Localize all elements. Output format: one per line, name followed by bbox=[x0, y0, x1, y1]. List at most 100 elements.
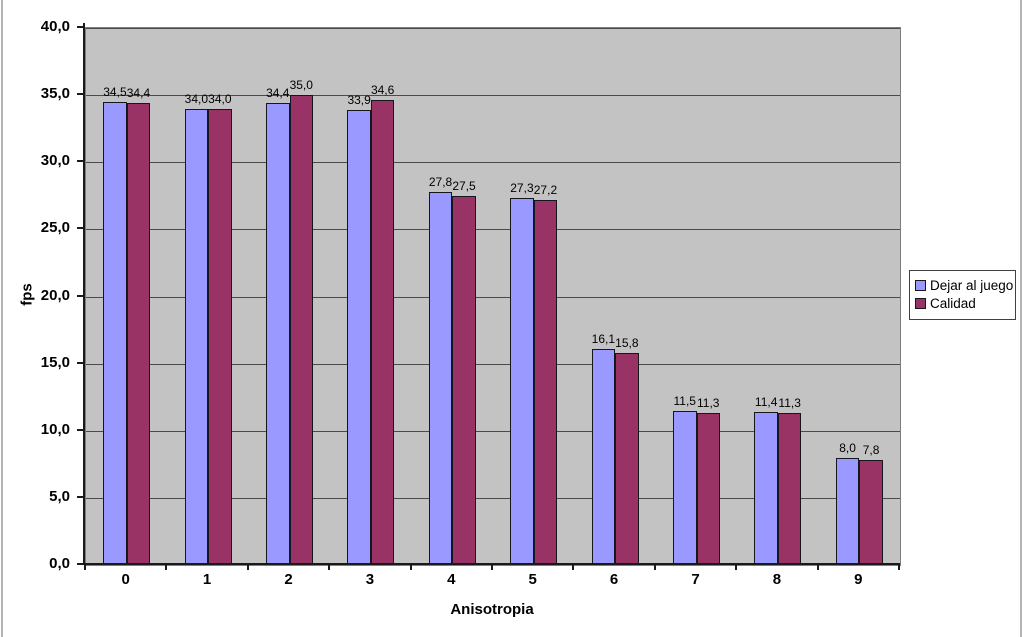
y-axis-label-40: 40,0 bbox=[40, 18, 70, 35]
x-axis-title: Anisotropia bbox=[450, 601, 534, 618]
bar-dejar-al-juego-2 bbox=[266, 103, 290, 565]
bar-dejar-al-juego-5 bbox=[510, 198, 534, 565]
bar-calidad-7 bbox=[696, 413, 720, 565]
bar-label-dejar-al-juego-4: 27,8 bbox=[428, 174, 453, 189]
y-axis-label-35: 35,0 bbox=[40, 85, 70, 103]
gridline-30 bbox=[86, 162, 900, 164]
bar-calidad-4 bbox=[452, 195, 476, 565]
bar-label-calidad-8: 11,3 bbox=[778, 396, 801, 411]
x-axis-label-9: 9 bbox=[854, 571, 863, 588]
bar-label-calidad-7: 11,3 bbox=[697, 396, 720, 411]
bar-label-dejar-al-juego-6: 16,1 bbox=[591, 331, 616, 346]
y-axis-line bbox=[83, 23, 85, 565]
gridline-5 bbox=[86, 497, 900, 499]
y-axis-label-20: 20,0 bbox=[40, 286, 70, 304]
bar-dejar-al-juego-9 bbox=[835, 457, 860, 565]
y-axis-tick-35 bbox=[77, 93, 83, 96]
x-axis-label-7: 7 bbox=[691, 571, 700, 588]
bar-calidad-1 bbox=[208, 108, 232, 565]
bar-calidad-0 bbox=[126, 103, 151, 565]
bar-label-calidad-5: 27,2 bbox=[533, 182, 558, 197]
gridline-20 bbox=[86, 296, 900, 298]
gridline-35 bbox=[86, 95, 900, 97]
bar-label-dejar-al-juego-8: 11,4 bbox=[754, 394, 778, 409]
y-axis-label-30: 30,0 bbox=[40, 152, 70, 170]
x-axis-tick-6 bbox=[572, 565, 575, 570]
bar-calidad-6 bbox=[615, 352, 639, 565]
legend-item-dejar-al-juego: Dejar al juego bbox=[915, 278, 1014, 293]
bar-dejar-al-juego-3 bbox=[347, 109, 371, 565]
x-axis-tick-2 bbox=[246, 565, 249, 570]
legend-label-calidad: Calidad bbox=[930, 296, 976, 311]
bar-dejar-al-juego-6 bbox=[591, 348, 616, 565]
legend-item-calidad: Calidad bbox=[915, 296, 1012, 311]
y-axis-label-25: 25,0 bbox=[40, 219, 70, 237]
bar-dejar-al-juego-1 bbox=[184, 108, 209, 565]
y-axis-tick-15 bbox=[77, 361, 83, 364]
x-axis-line bbox=[83, 563, 900, 565]
gridline-15 bbox=[86, 363, 900, 365]
bar-label-dejar-al-juego-7: 11,5 bbox=[673, 393, 696, 408]
legend-swatch-dejar-al-juego-icon bbox=[915, 280, 926, 291]
legend-label-dejar-al-juego: Dejar al juego bbox=[930, 278, 1014, 293]
bar-label-calidad-2: 35,0 bbox=[289, 78, 313, 93]
y-axis-label-10: 10,0 bbox=[40, 420, 70, 438]
x-axis-tick-3 bbox=[328, 565, 331, 570]
x-axis-tick-5 bbox=[491, 565, 493, 570]
chart-left-border bbox=[1, 0, 3, 637]
y-axis-tick-25 bbox=[77, 227, 83, 230]
bar-calidad-5 bbox=[533, 199, 558, 565]
bar-dejar-al-juego-7 bbox=[673, 410, 697, 565]
bar-label-calidad-9: 7,8 bbox=[862, 443, 880, 458]
bar-calidad-8 bbox=[777, 413, 802, 565]
x-axis-tick-0 bbox=[84, 565, 86, 570]
bar-label-calidad-6: 15,8 bbox=[615, 335, 639, 350]
bar-dejar-al-juego-4 bbox=[428, 191, 453, 565]
gridline-40 bbox=[86, 28, 900, 29]
bar-dejar-al-juego-0 bbox=[103, 101, 127, 565]
bar-label-dejar-al-juego-2: 34,4 bbox=[266, 86, 290, 101]
x-axis-label-6: 6 bbox=[609, 571, 619, 588]
gridline-10 bbox=[86, 430, 900, 432]
x-axis-label-0: 0 bbox=[121, 571, 130, 588]
plot-area: 34,5 34,0 34,4 33,9 27,8 27,3 16,1 11,5 11,4 8,0 3… bbox=[85, 27, 901, 566]
bar-label-calidad-0: 34,4 bbox=[126, 86, 151, 101]
y-axis-tick-20 bbox=[77, 294, 83, 297]
y-axis-tick-10 bbox=[77, 428, 83, 431]
x-axis-label-8: 8 bbox=[772, 571, 782, 588]
bar-label-dejar-al-juego-5: 27,3 bbox=[510, 181, 534, 196]
x-axis-tick-7 bbox=[653, 565, 656, 570]
x-axis-tick-9 bbox=[816, 565, 819, 570]
bar-calidad-3 bbox=[370, 100, 395, 565]
bar-label-dejar-al-juego-3: 33,9 bbox=[347, 92, 371, 107]
y-axis-tick-40 bbox=[77, 26, 83, 28]
gridline-25 bbox=[86, 229, 900, 231]
bar-label-dejar-al-juego-9: 8,0 bbox=[839, 440, 856, 455]
bar-calidad-2 bbox=[289, 95, 313, 565]
bar-label-dejar-al-juego-0: 34,5 bbox=[103, 84, 127, 99]
x-axis-label-3: 3 bbox=[365, 571, 375, 588]
x-axis-label-1: 1 bbox=[202, 571, 212, 588]
x-axis-tick-8 bbox=[735, 565, 738, 570]
bar-label-calidad-1: 34,0 bbox=[208, 91, 232, 106]
y-axis-label-15: 15,0 bbox=[40, 353, 70, 371]
y-axis-label-5: 5,0 bbox=[49, 487, 70, 505]
x-axis-label-2: 2 bbox=[284, 571, 293, 588]
x-axis-label-5: 5 bbox=[528, 571, 537, 588]
y-axis-tick-30 bbox=[77, 160, 83, 163]
bar-calidad-9 bbox=[859, 460, 883, 565]
bar-dejar-al-juego-8 bbox=[754, 411, 778, 565]
y-axis-label-0: 0,0 bbox=[49, 555, 70, 572]
y-axis-tick-0 bbox=[77, 563, 83, 565]
legend: Dejar al juego Calidad bbox=[909, 270, 1016, 320]
bar-label-dejar-al-juego-1: 34,0 bbox=[184, 91, 209, 106]
x-axis-tick-4 bbox=[409, 565, 412, 570]
x-axis-tick-10 bbox=[898, 565, 900, 570]
x-axis-label-4: 4 bbox=[447, 571, 456, 588]
legend-swatch-calidad-icon bbox=[915, 298, 926, 309]
x-axis-tick-1 bbox=[165, 565, 168, 570]
y-axis-tick-5 bbox=[77, 495, 83, 498]
chart-right-border bbox=[1020, 0, 1022, 637]
bar-label-calidad-3: 34,6 bbox=[370, 83, 395, 98]
